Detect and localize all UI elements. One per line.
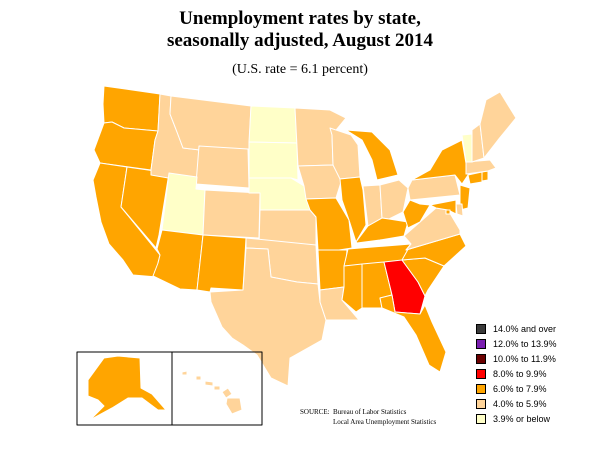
legend-swatch bbox=[476, 398, 486, 409]
legend-label: 10.0% to 11.9% bbox=[493, 353, 556, 364]
legend-swatch bbox=[476, 353, 486, 364]
state-dc bbox=[445, 209, 451, 215]
state-pa bbox=[407, 174, 461, 201]
legend-label: 12.0% to 13.9% bbox=[493, 338, 557, 349]
legend-item-10-to-11.9: 10.0% to 11.9% bbox=[476, 351, 600, 366]
legend-label: 4.0% to 5.9% bbox=[493, 398, 547, 409]
state-me bbox=[479, 91, 517, 159]
state-ri bbox=[481, 170, 489, 182]
state-ma bbox=[465, 159, 497, 175]
state-va bbox=[403, 207, 461, 251]
state-az bbox=[152, 229, 204, 291]
state-fl bbox=[379, 294, 447, 373]
legend-swatch bbox=[476, 323, 486, 334]
legend-item-4-to-5.9: 4.0% to 5.9% bbox=[476, 396, 600, 411]
legend-swatch bbox=[476, 413, 486, 424]
state-de bbox=[455, 203, 464, 217]
legend-swatch bbox=[476, 338, 486, 349]
source-line2: Local Area Unemployment Statistics bbox=[333, 418, 437, 426]
source-line1: Bureau of Labor Statistics bbox=[333, 408, 407, 416]
state-ar bbox=[317, 249, 348, 291]
legend-label: 8.0% to 9.9% bbox=[493, 368, 547, 379]
state-nj bbox=[459, 184, 471, 211]
legend-item-3.9-or-below: 3.9% or below bbox=[476, 411, 600, 426]
legend-item-14-and-over: 14.0% and over bbox=[476, 321, 600, 336]
legend-label: 14.0% and over bbox=[493, 323, 557, 334]
state-ct bbox=[467, 171, 483, 185]
legend-label: 3.9% or below bbox=[493, 413, 551, 424]
title-block: Unemployment rates by state, seasonally … bbox=[0, 8, 600, 78]
state-tx bbox=[209, 247, 327, 387]
state-hi bbox=[181, 370, 243, 415]
state-mt bbox=[169, 95, 252, 151]
state-nm bbox=[196, 234, 247, 293]
legend-label: 6.0% to 7.9% bbox=[493, 383, 547, 394]
source-label: SOURCE: bbox=[300, 408, 330, 416]
state-nd bbox=[248, 105, 298, 144]
legend-item-12-to-13.9: 12.0% to 13.9% bbox=[476, 336, 600, 351]
state-mi bbox=[345, 129, 399, 181]
legend-item-6-to-7.9: 6.0% to 7.9% bbox=[476, 381, 600, 396]
legend-item-8-to-9.9: 8.0% to 9.9% bbox=[476, 366, 600, 381]
state-il bbox=[339, 176, 367, 243]
hawaii-inset-frame bbox=[171, 351, 263, 426]
legend-swatch bbox=[476, 368, 486, 379]
state-wy bbox=[195, 145, 250, 189]
map-title-line1: Unemployment rates by state, bbox=[179, 8, 421, 29]
state-sd bbox=[248, 141, 299, 181]
state-ak bbox=[87, 355, 167, 421]
legend: 14.0% and over 12.0% to 13.9% 10.0% to 1… bbox=[476, 321, 600, 426]
legend-swatch bbox=[476, 383, 486, 394]
source-note: SOURCE: Bureau of Labor Statistics Local … bbox=[300, 407, 436, 427]
state-co bbox=[202, 189, 261, 239]
map-title-line2: seasonally adjusted, August 2014 bbox=[166, 30, 434, 51]
map-subtitle: (U.S. rate = 6.1 percent) bbox=[232, 62, 368, 77]
